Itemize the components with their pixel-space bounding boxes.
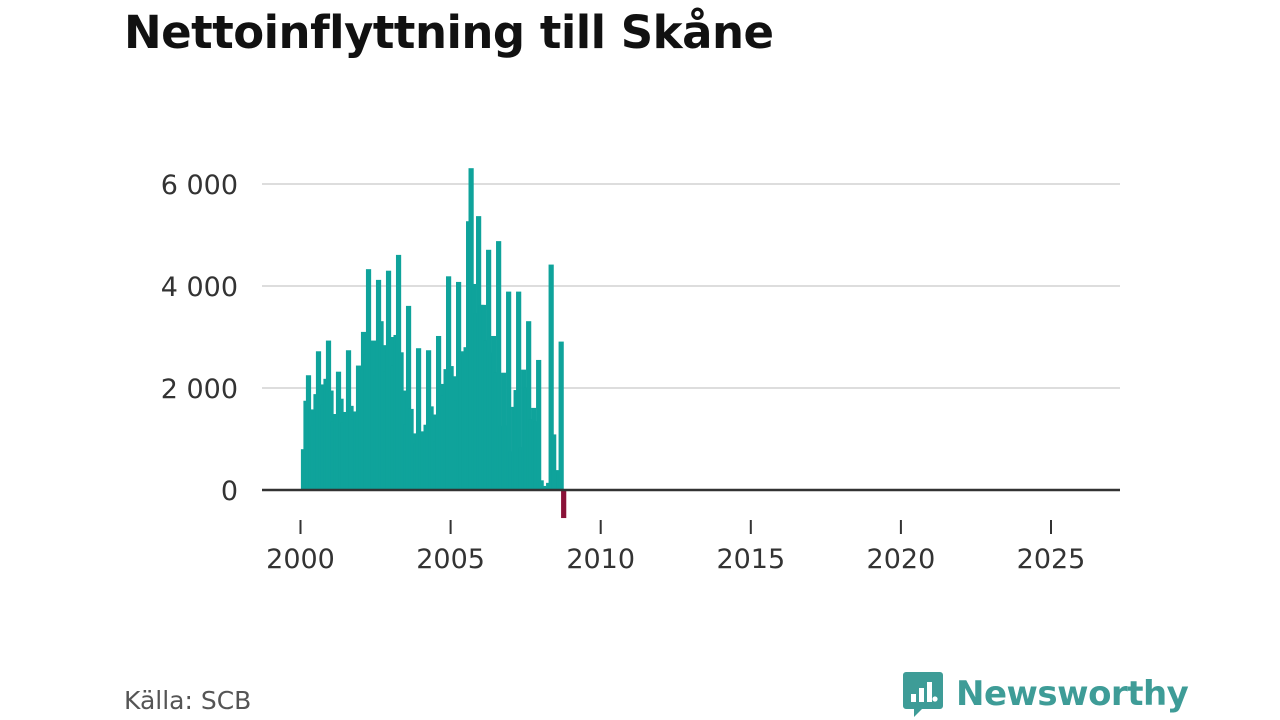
brand-name: Newsworthy xyxy=(956,674,1189,714)
chart-title: Nettoinflyttning till Skåne xyxy=(124,6,774,59)
newsworthy-logo-icon xyxy=(903,672,943,717)
x-tick-label: 2020 xyxy=(867,544,936,575)
brand-logo[interactable]: Newsworthy xyxy=(902,670,1189,718)
x-axis: 2000 2005 2010 2015 2020 2025 xyxy=(262,488,1120,575)
gridlines xyxy=(262,183,1120,389)
bar xyxy=(506,291,512,490)
bar xyxy=(561,490,567,519)
bar xyxy=(415,348,422,490)
bars xyxy=(300,168,567,519)
source-note: Källa: SCB xyxy=(124,686,252,715)
bar xyxy=(548,264,554,490)
x-tick-label: 2015 xyxy=(716,544,785,575)
bar xyxy=(496,241,502,490)
bar xyxy=(516,291,522,490)
x-tick-label: 2000 xyxy=(266,544,335,575)
x-tick-label: 2010 xyxy=(566,544,635,575)
bar xyxy=(538,480,544,490)
x-tick-label: 2005 xyxy=(416,544,485,575)
y-tick-label: 2 000 xyxy=(161,374,238,405)
bar xyxy=(405,305,412,490)
y-tick-label: 0 xyxy=(221,476,238,507)
y-axis-labels: 0 2 000 4 000 6 000 xyxy=(161,170,238,507)
bar xyxy=(526,321,532,490)
y-tick-label: 4 000 xyxy=(161,272,238,303)
bar xyxy=(551,434,557,490)
bar xyxy=(558,341,564,490)
bar-chart: 0 2 000 4 000 6 000 2000 2005 2010 2015 2020 202… xyxy=(161,168,1120,575)
y-tick-label: 6 000 xyxy=(161,170,238,201)
bar xyxy=(536,359,542,490)
x-tick-label: 2025 xyxy=(1017,544,1086,575)
